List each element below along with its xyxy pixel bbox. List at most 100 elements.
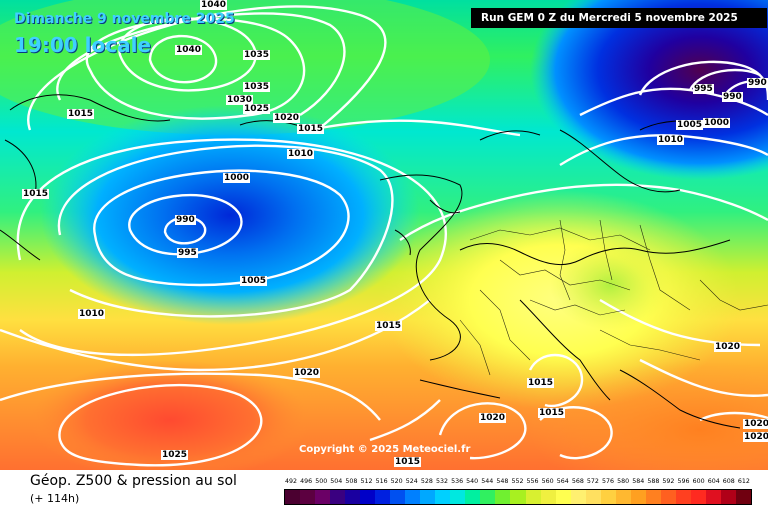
- isobar-label: 1015: [527, 378, 555, 388]
- scale-swatch: [690, 490, 706, 504]
- scale-value: 540: [466, 478, 479, 485]
- isobar-label: 995: [177, 248, 198, 258]
- isobar-label: 1010: [78, 309, 106, 319]
- scale-value: 564: [556, 478, 569, 485]
- scale-value: 580: [617, 478, 630, 485]
- isobar-label: 1020: [479, 413, 507, 423]
- copyright-text: Copyright © 2025 Meteociel.fr: [299, 444, 471, 455]
- scale-value: 572: [586, 478, 599, 485]
- scale-value: 504: [330, 478, 343, 485]
- scale-swatch: [600, 490, 616, 504]
- high-pressure-cell: [30, 360, 310, 470]
- scale-swatch: [630, 490, 646, 504]
- isobar-label: 1020: [743, 419, 768, 429]
- scale-value: 492: [285, 478, 298, 485]
- isobar-label: 990: [722, 92, 743, 102]
- isobar-label: 1015: [538, 408, 566, 418]
- model-run-info: Run GEM 0 Z du Mercredi 5 novembre 2025: [471, 8, 767, 28]
- isobar-label: 990: [747, 78, 768, 88]
- coastlines: [0, 94, 741, 429]
- geopotential-map-svg: [0, 0, 768, 470]
- isobar-label: 1000: [223, 173, 251, 183]
- map-time-title: 19:00 locale: [14, 33, 151, 57]
- isobar-label: 1010: [287, 149, 315, 159]
- scale-value: 520: [390, 478, 403, 485]
- scale-value: 524: [405, 478, 418, 485]
- scale-swatch: [555, 490, 571, 504]
- isobar-label: 1020: [273, 113, 301, 123]
- isobar-label: 1030: [226, 95, 254, 105]
- scale-value: 496: [300, 478, 313, 485]
- scale-swatch: [480, 490, 496, 504]
- scale-value: 592: [662, 478, 675, 485]
- isobar-label: 1020: [743, 432, 768, 442]
- isobar-label: 1015: [22, 189, 50, 199]
- scale-value: 576: [602, 478, 615, 485]
- scale-swatch: [585, 490, 601, 504]
- scale-swatch: [300, 490, 316, 504]
- scale-value: 600: [692, 478, 705, 485]
- scale-value: 604: [707, 478, 720, 485]
- scale-value: 536: [451, 478, 464, 485]
- scale-swatch: [615, 490, 631, 504]
- scale-swatch: [525, 490, 541, 504]
- country-borders: [459, 219, 768, 376]
- scale-value: 608: [722, 478, 735, 485]
- scale-value: 584: [632, 478, 645, 485]
- isobar-label: 1015: [67, 109, 95, 119]
- isobar-label: 1000: [703, 118, 731, 128]
- isobar-label: 1005: [240, 276, 268, 286]
- product-title: Géop. Z500 & pression au sol: [30, 473, 237, 489]
- scale-value: 560: [541, 478, 554, 485]
- scale-value: 508: [345, 478, 358, 485]
- scale-swatch: [420, 490, 436, 504]
- scale-value: 612: [737, 478, 750, 485]
- isobar-label: 1010: [657, 135, 685, 145]
- scale-value: 512: [360, 478, 373, 485]
- scale-swatch: [645, 490, 661, 504]
- scale-value: 556: [526, 478, 539, 485]
- scale-swatch: [495, 490, 511, 504]
- scale-swatch: [735, 490, 751, 504]
- scale-swatch: [285, 490, 301, 504]
- scale-swatch: [375, 490, 391, 504]
- scale-value: 596: [677, 478, 690, 485]
- isobar-label: 1025: [161, 450, 189, 460]
- isobar-label: 1020: [293, 368, 321, 378]
- scale-value: 548: [496, 478, 509, 485]
- color-scale-bar: [284, 489, 752, 505]
- scale-swatch: [540, 490, 556, 504]
- isobar-label: 995: [693, 84, 714, 94]
- isobar-label: 1015: [394, 457, 422, 467]
- scale-value: 568: [571, 478, 584, 485]
- isobar-label: 990: [175, 215, 196, 225]
- scale-swatch: [405, 490, 421, 504]
- scale-swatch: [510, 490, 526, 504]
- scale-swatch: [675, 490, 691, 504]
- scale-swatch: [705, 490, 721, 504]
- isobar-label: 1005: [676, 120, 704, 130]
- low-pressure-area: [40, 105, 420, 325]
- scale-swatch: [465, 490, 481, 504]
- weather-map: 1040 1040 1035 1035 1030 1025 1015 1015 …: [0, 0, 768, 470]
- scale-swatch: [345, 490, 361, 504]
- scale-swatch: [570, 490, 586, 504]
- scale-swatch: [390, 490, 406, 504]
- scale-value: 552: [511, 478, 524, 485]
- scale-value: 532: [435, 478, 448, 485]
- legend-footer: Géop. Z500 & pression au sol (+ 114h) 49…: [0, 470, 768, 512]
- forecast-step: (+ 114h): [30, 492, 80, 505]
- scale-swatch: [330, 490, 346, 504]
- isobar-label: 1040: [175, 45, 203, 55]
- scale-swatch: [315, 490, 331, 504]
- scale-value: 588: [647, 478, 660, 485]
- scale-value: 500: [315, 478, 328, 485]
- scale-swatch: [720, 490, 736, 504]
- isobar-label: 1015: [297, 124, 325, 134]
- isobar-label: 1040: [200, 0, 228, 10]
- scale-value: 516: [375, 478, 388, 485]
- scale-swatch: [435, 490, 451, 504]
- isobar-label: 1020: [714, 342, 742, 352]
- scale-swatch: [450, 490, 466, 504]
- map-date-title: Dimanche 9 novembre 2025: [14, 11, 235, 27]
